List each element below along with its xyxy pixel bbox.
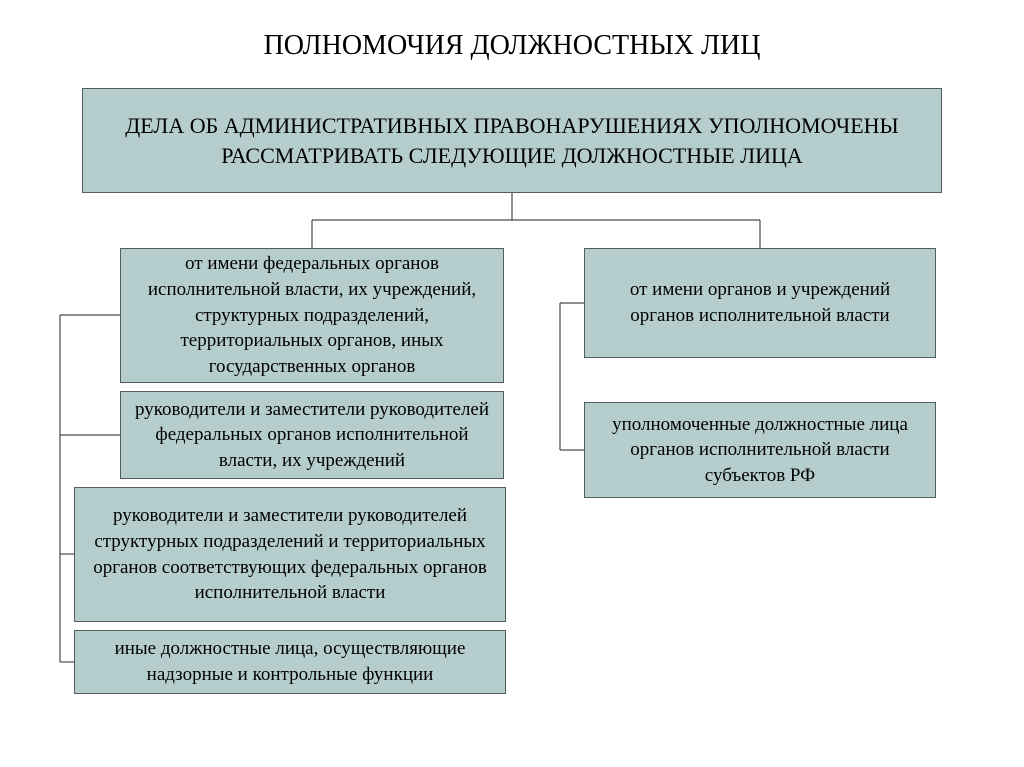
left-child-box: руководители и заместители руководителей… (74, 487, 506, 622)
left-head-box: от имени федеральных органов исполнитель… (120, 248, 504, 383)
left-child-box: руководители и заместители руководителей… (120, 391, 504, 479)
root-box: ДЕЛА ОБ АДМИНИСТРАТИВНЫХ ПРАВОНАРУШЕНИЯХ… (82, 88, 942, 193)
right-head-box: от имени органов и учреждений органов ис… (584, 248, 936, 358)
right-child-box: уполномоченные должностные лица органов … (584, 402, 936, 498)
page-title: ПОЛНОМОЧИЯ ДОЛЖНОСТНЫХ ЛИЦ (0, 30, 1024, 62)
left-child-box: иные должностные лица, осуществляющие на… (74, 630, 506, 694)
